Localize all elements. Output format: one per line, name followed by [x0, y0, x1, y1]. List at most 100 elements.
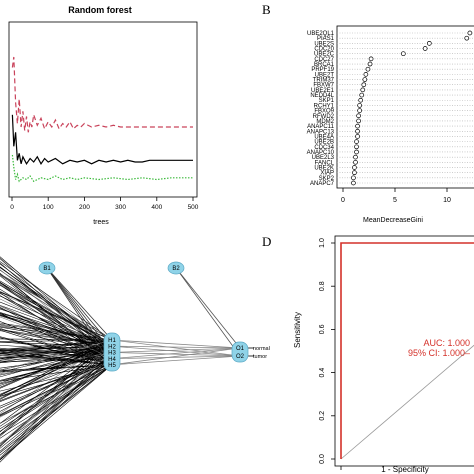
gini-category-label: UBE2L3 [312, 155, 335, 161]
nn-input-edge [0, 364, 113, 445]
gini-category-label: SKP1 [319, 98, 335, 104]
gini-plot-frame [336, 25, 474, 189]
gini-point [363, 72, 369, 77]
gini-point [356, 118, 361, 124]
gini-category-label: UBE2S [314, 41, 334, 47]
gini-category-label: SKP2 [319, 176, 335, 182]
gini-category-label: BRCA1 [314, 62, 335, 68]
gini-point [354, 149, 359, 155]
nn-node-b1-shape [38, 261, 56, 275]
gini-category-label: ANAPC11 [307, 124, 335, 130]
gini-point [422, 46, 428, 51]
gini-category-label: CDC27 [314, 57, 334, 63]
gini-x-axis-label: MeanDecreaseGini [363, 217, 423, 224]
nn-input-edge [0, 364, 113, 417]
nn-input-edge [0, 345, 113, 445]
nn-input-edge [0, 364, 113, 454]
nn-input-edge [0, 339, 113, 388]
roc-y-axis-label: Sensitivity [293, 312, 302, 348]
roc-axis-ticks: 0.0 0.2 0.4 0.6 0.8 1.0 [319, 238, 342, 470]
nn-hidden-output-edge [111, 355, 241, 359]
nn-hidden-node-label: H4 [108, 357, 116, 363]
nn-hidden-column [103, 332, 121, 372]
nn-hidden-output-edge [111, 347, 241, 353]
nn-input-edge [0, 364, 113, 435]
gini-point [361, 82, 367, 88]
nn-input-edge [0, 352, 113, 375]
gini-category-label: UBE2B [314, 140, 334, 146]
gini-category-label: UBE2E1 [311, 88, 335, 94]
roc-y-tick-label: 0.0 [319, 454, 326, 464]
nn-edges [0, 256, 254, 463]
gini-category-label: MDM2 [316, 119, 334, 125]
nn-bias1-edge [46, 267, 113, 341]
roc-curve [340, 242, 474, 459]
roc-reference-line [340, 344, 474, 460]
nn-input-edge [0, 274, 113, 341]
nn-input-edge [0, 358, 113, 432]
gini-category-label: NEDD4L [310, 93, 334, 99]
gini-category-label: RCHY1 [314, 103, 335, 109]
gini-x-tick-label: 10 [443, 197, 451, 204]
nn-hidden-output-edge [111, 339, 241, 357]
nn-output-class-label: normal [253, 346, 270, 352]
gini-dotplot-panel: B UBE2QL1PIAS1UBE2SCDC20UBE2CCDC27BRCA1P… [262, 2, 474, 224]
gini-point [360, 87, 366, 93]
gini-point [351, 175, 356, 181]
nn-output-class-label: tumor [253, 354, 267, 360]
random-forest-panel: Random forest 0 100 200 300 400 500 trees [8, 5, 199, 226]
gini-category-label: TRIM37 [313, 78, 335, 84]
nn-output-column [231, 341, 249, 363]
nn-input-edge [0, 326, 113, 347]
rf-series-1 [11, 114, 193, 165]
nn-input-edge [0, 358, 113, 409]
nn-bias1-edge [46, 267, 113, 359]
nn-input-edge [0, 301, 113, 347]
nn-bias1-edge [46, 267, 113, 353]
rf-x-ticks: 0 100 200 300 400 500 [10, 197, 199, 211]
gini-category-label: FBXW7 [313, 83, 334, 89]
nn-input-edge [0, 267, 113, 347]
gini-point [355, 134, 360, 139]
nn-bias2-edge [175, 267, 241, 349]
rf-x-tick-label: 200 [79, 204, 90, 211]
panel-letter-b: B [262, 2, 271, 17]
gini-category-label: PIAS1 [317, 36, 335, 42]
gini-point [368, 56, 374, 62]
nn-input-edge [0, 321, 113, 366]
gini-x-tick-label: 0 [341, 197, 345, 204]
nn-input-edge [0, 358, 113, 461]
nn-hidden-node-label: H1 [108, 338, 116, 344]
roc-y-tick-label: 0.8 [319, 281, 326, 291]
gini-point [365, 66, 371, 72]
nn-node-b2-shape [167, 261, 185, 275]
gini-category-label: UBE4A [314, 134, 334, 140]
gini-point [353, 159, 358, 165]
nn-input-edge [0, 345, 113, 378]
gini-point [358, 97, 364, 103]
rf-x-tick-label: 0 [10, 204, 14, 211]
gini-category-label: CDC20 [314, 47, 334, 53]
rf-x-tick-label: 100 [43, 204, 54, 211]
rf-x-tick-label: 500 [188, 204, 199, 211]
nn-input-edge [0, 339, 113, 371]
gini-point [352, 170, 357, 176]
nn-input-edge [0, 364, 113, 461]
nn-hidden-output-edge [111, 347, 241, 359]
roc-ci-annotation: 95% CI: 1.000– [408, 348, 470, 358]
roc-plot-frame [334, 235, 474, 467]
panel-letter-d: D [262, 234, 271, 249]
nn-input-edge [0, 345, 113, 350]
gini-category-label: FBXO9 [314, 109, 334, 115]
rf-x-tick-label: 300 [115, 204, 126, 211]
nn-input-edge [0, 358, 113, 381]
nn-input-edge [0, 364, 113, 382]
nn-hidden-output-edge [111, 345, 241, 357]
nn-hidden-output-edge [111, 345, 241, 349]
nn-hidden-node-label: H2 [108, 344, 116, 350]
rf-series-2 [11, 154, 193, 183]
roc-y-tick-label: 0.6 [319, 324, 326, 334]
gini-category-label: RFWD2 [313, 114, 335, 120]
rf-series-0 [11, 56, 193, 133]
